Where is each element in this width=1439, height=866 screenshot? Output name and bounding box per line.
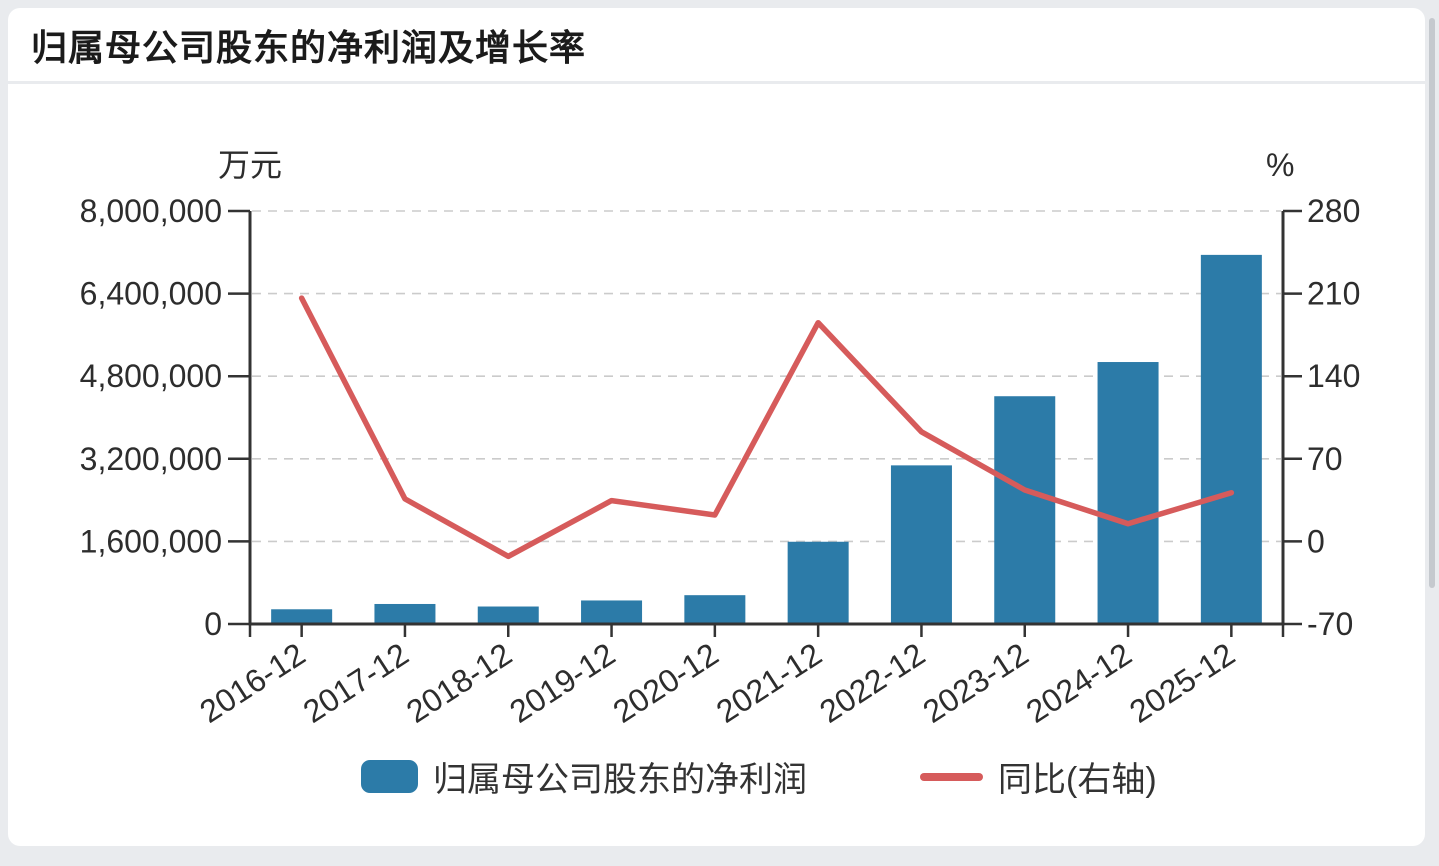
line-series-label: 同比(右轴) <box>998 761 1157 799</box>
chart-legend: 归属母公司股东的净利润 同比(右轴) <box>361 752 1157 801</box>
bar-series-label: 归属母公司股东的净利润 <box>433 761 807 799</box>
chart-title: 归属母公司股东的净利润及增长率 <box>31 26 587 68</box>
legend-item-net-profit[interactable]: 归属母公司股东的净利润 <box>361 752 807 801</box>
chart-card <box>8 84 1425 846</box>
bar-series-swatch-icon <box>361 760 418 793</box>
scrollbar-thumb[interactable] <box>1429 18 1435 588</box>
legend-item-yoy-growth[interactable]: 同比(右轴) <box>920 752 1157 801</box>
scrollbar[interactable] <box>1425 0 1439 866</box>
line-series-swatch-icon <box>920 772 983 781</box>
chart-title-card: 归属母公司股东的净利润及增长率 <box>8 8 1425 81</box>
